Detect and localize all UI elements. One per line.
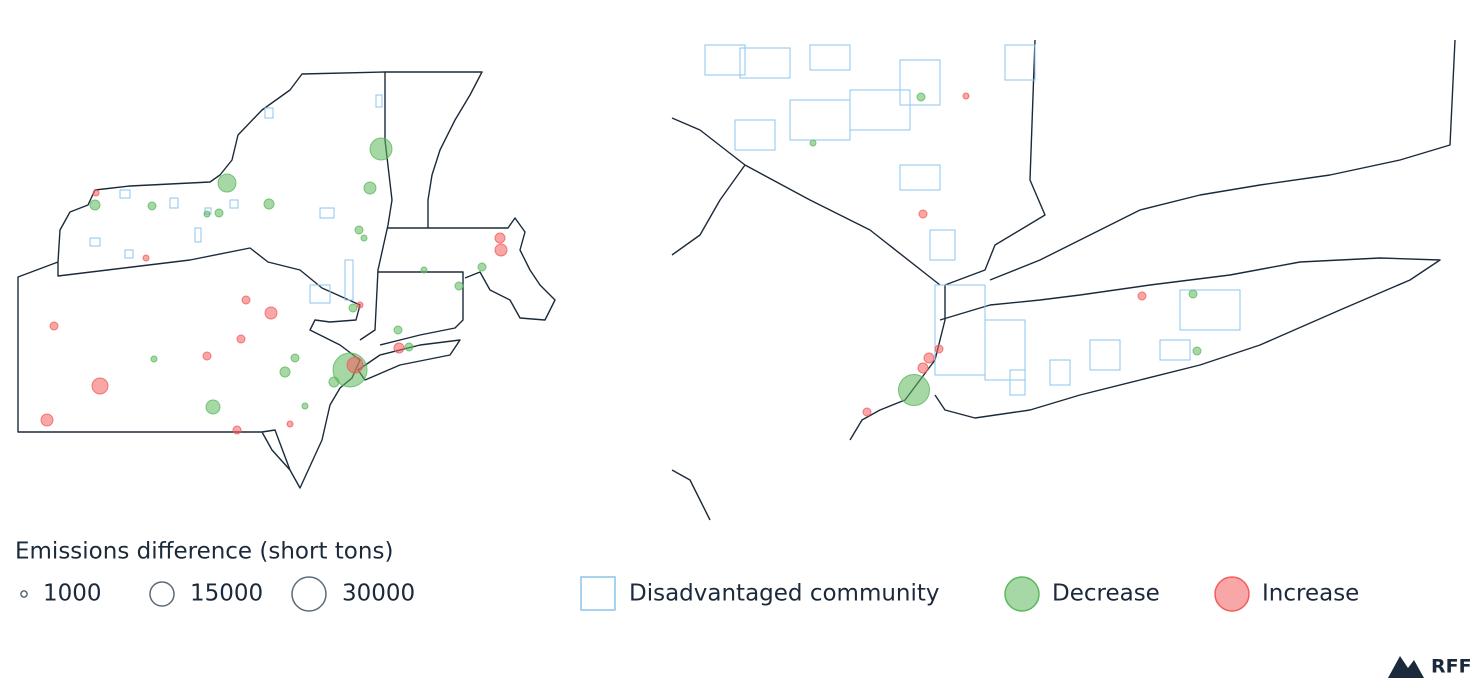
size-legend-circle bbox=[291, 576, 327, 612]
bubble bbox=[40, 413, 54, 427]
bubble bbox=[923, 352, 935, 364]
bubble bbox=[494, 243, 508, 257]
bubble bbox=[917, 362, 929, 374]
bubble bbox=[348, 303, 358, 313]
size-legend-title: Emissions difference (short tons) bbox=[15, 539, 393, 565]
bubble bbox=[369, 137, 393, 161]
bubble bbox=[147, 201, 157, 211]
size-legend: 1000 15000 30000 bbox=[20, 576, 415, 612]
brand-logo bbox=[1388, 656, 1424, 678]
bubble bbox=[916, 92, 926, 102]
state-boundaries bbox=[17, 71, 556, 489]
size-legend-label: 1000 bbox=[43, 581, 102, 607]
bubble bbox=[205, 399, 221, 415]
bubble bbox=[354, 225, 364, 235]
bubble bbox=[360, 234, 368, 242]
series-legend: Decrease Increase bbox=[1004, 576, 1359, 612]
bubble bbox=[1192, 346, 1202, 356]
size-legend-label: 15000 bbox=[190, 581, 263, 607]
bubble bbox=[363, 181, 377, 195]
legend-label: Decrease bbox=[1052, 581, 1160, 607]
dac-areas bbox=[704, 44, 1241, 396]
bubble bbox=[142, 254, 150, 262]
bubble bbox=[918, 209, 928, 219]
size-legend-label: 30000 bbox=[342, 581, 415, 607]
bubble bbox=[962, 92, 970, 100]
bubble bbox=[346, 356, 364, 374]
state-boundaries bbox=[671, 39, 1456, 521]
bubble bbox=[1188, 289, 1198, 299]
bubble bbox=[862, 407, 872, 417]
bubble bbox=[279, 366, 291, 378]
left-map bbox=[17, 71, 556, 489]
bubble bbox=[264, 306, 278, 320]
bubble bbox=[1137, 291, 1147, 301]
bubble bbox=[203, 210, 211, 218]
bubble bbox=[420, 266, 428, 274]
bubble bbox=[897, 373, 931, 407]
bubble bbox=[214, 208, 224, 218]
bubble bbox=[89, 199, 101, 211]
bubble bbox=[232, 425, 242, 435]
bubble bbox=[217, 173, 237, 193]
bubble bbox=[49, 321, 59, 331]
bubble bbox=[263, 198, 275, 210]
bubble bbox=[150, 355, 158, 363]
bubble bbox=[934, 344, 944, 354]
bubbles bbox=[40, 92, 1202, 435]
bubble bbox=[241, 295, 251, 305]
bubble bbox=[286, 420, 294, 428]
bubble bbox=[328, 376, 340, 388]
bubble bbox=[393, 325, 403, 335]
bubble bbox=[477, 262, 487, 272]
right-map bbox=[671, 39, 1456, 521]
dac-swatch bbox=[580, 576, 616, 611]
bubble bbox=[494, 232, 506, 244]
bubble bbox=[202, 351, 212, 361]
bubble bbox=[356, 301, 364, 309]
legend-swatch bbox=[1004, 576, 1040, 612]
bubble bbox=[290, 353, 300, 363]
dac-areas bbox=[89, 94, 383, 304]
size-legend-circle bbox=[20, 590, 28, 598]
bubble bbox=[91, 377, 109, 395]
bubble bbox=[393, 342, 405, 354]
bubble bbox=[454, 281, 464, 291]
dac-label: Disadvantaged community bbox=[629, 581, 940, 607]
bubble bbox=[809, 139, 817, 147]
bubble bbox=[301, 402, 309, 410]
brand: RFF bbox=[1431, 656, 1472, 678]
legend-swatch bbox=[1214, 576, 1250, 612]
legend-label: Increase bbox=[1262, 581, 1359, 607]
bubble bbox=[236, 334, 246, 344]
bubble bbox=[92, 189, 100, 197]
bubble bbox=[404, 342, 414, 352]
size-legend-circle bbox=[149, 581, 175, 607]
